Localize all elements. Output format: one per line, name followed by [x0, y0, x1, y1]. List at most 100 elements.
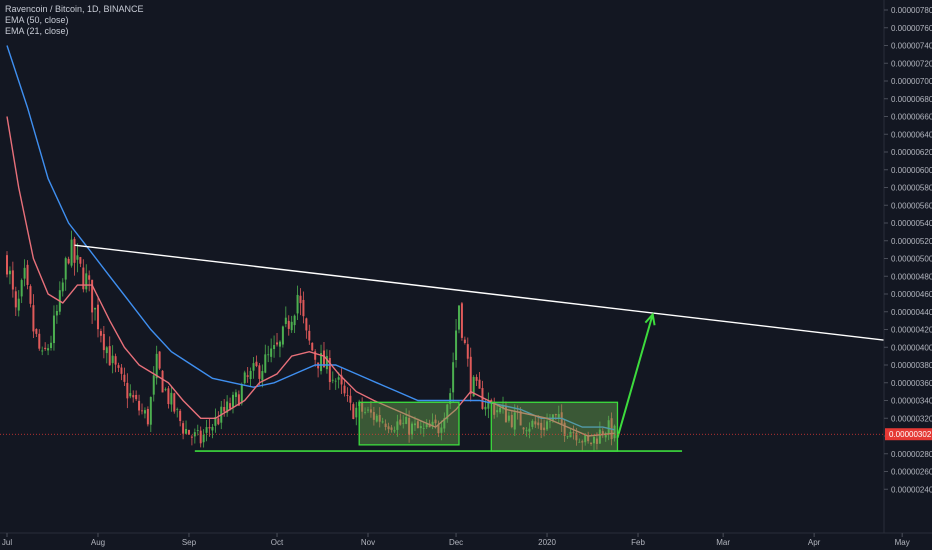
candle-body: [548, 420, 551, 422]
x-tick-label: Aug: [91, 538, 105, 547]
candle-body: [590, 442, 593, 444]
candle-body: [105, 347, 108, 354]
candle-body: [299, 295, 302, 304]
candle-body: [11, 270, 14, 290]
y-tick-label: 0.00000760: [891, 24, 932, 33]
candle-body: [287, 320, 290, 329]
candle-body: [593, 436, 595, 444]
projection-arrow: [616, 314, 654, 439]
candle-body: [469, 356, 472, 394]
candle-body: [320, 352, 323, 372]
candle-body: [187, 429, 190, 435]
y-tick-label: 0.00000500: [891, 255, 932, 264]
y-tick-label: 0.00000420: [891, 326, 932, 335]
candle-body: [546, 421, 549, 430]
candle-body: [170, 392, 173, 405]
candle-body: [601, 431, 604, 436]
y-tick-label: 0.00000720: [891, 59, 932, 68]
y-tick-label: 0.00000280: [891, 450, 932, 459]
candle-body: [340, 375, 343, 385]
y-tick-label: 0.00000480: [891, 272, 932, 281]
candle-body: [604, 433, 607, 438]
candle-body: [554, 414, 557, 416]
x-tick-label: Nov: [361, 538, 375, 547]
candle-body: [522, 427, 525, 430]
candle-body: [196, 430, 199, 431]
candle-body: [26, 264, 29, 285]
candle-body: [73, 238, 76, 263]
candle-body: [314, 351, 317, 360]
candle-body: [361, 402, 364, 412]
candle-body: [88, 275, 91, 280]
candle-body: [487, 401, 490, 409]
candle-body: [595, 438, 598, 444]
candle-body: [367, 409, 370, 411]
candle-body: [264, 354, 267, 373]
candle-body: [290, 321, 293, 331]
y-tick-label: 0.00000640: [891, 130, 932, 139]
candle-body: [613, 425, 616, 439]
candle-body: [384, 423, 387, 428]
candle-body: [185, 428, 188, 434]
y-tick-label: 0.00000660: [891, 113, 932, 122]
candle-body: [372, 412, 375, 420]
candle-body: [364, 411, 367, 413]
candle-body: [302, 299, 305, 317]
candle-body: [493, 404, 496, 415]
y-tick-label: 0.00000340: [891, 397, 932, 406]
y-tick-label: 0.00000260: [891, 468, 932, 477]
candle-body: [431, 421, 434, 427]
current-price-tag: [885, 428, 932, 441]
candle-body: [85, 273, 88, 290]
candle-body: [41, 350, 44, 352]
y-tick-label: 0.00000560: [891, 201, 932, 210]
candle-body: [390, 427, 393, 430]
candle-body: [79, 257, 82, 264]
candle-body: [446, 404, 449, 420]
candle-body: [217, 418, 220, 425]
consolidation-box: [358, 401, 460, 446]
candle-body: [572, 432, 575, 434]
candle-body: [252, 363, 255, 371]
candle-body: [581, 441, 584, 443]
x-tick-label: Sep: [182, 538, 197, 547]
candle-body: [584, 434, 587, 443]
candle-body: [419, 426, 422, 429]
candle-body: [55, 310, 58, 316]
candle-body: [381, 421, 384, 423]
candle-body: [449, 393, 452, 404]
candle-body: [102, 334, 105, 351]
candle-body: [96, 304, 99, 330]
candle-body: [167, 388, 170, 405]
y-tick-label: 0.00000620: [891, 148, 932, 157]
candle-body: [161, 370, 164, 393]
chart-legend: Ravencoin / Bitcoin, 1D, BINANCE EMA (50…: [5, 4, 144, 37]
candle-body: [267, 354, 270, 356]
candle-body: [499, 407, 502, 413]
resistance-trendline: [74, 244, 932, 347]
candle-body: [70, 239, 73, 266]
y-tick-label: 0.00000380: [891, 361, 932, 370]
candle-body: [355, 407, 358, 418]
current-price-label: 0.00000302: [889, 430, 932, 439]
candle-body: [513, 412, 516, 430]
candle-body: [369, 409, 372, 413]
x-tick-label: Mar: [716, 538, 730, 547]
candle-body: [32, 305, 35, 332]
candle-body: [223, 407, 226, 412]
candle-body: [396, 421, 399, 430]
y-tick-label: 0.00000600: [891, 166, 932, 175]
candle-body: [44, 347, 47, 350]
y-tick-label: 0.00000680: [891, 95, 932, 104]
candle-body: [76, 255, 79, 260]
candle-body: [452, 362, 455, 393]
y-tick-label: 0.00000700: [891, 77, 932, 86]
candle-body: [164, 389, 167, 391]
candle-body: [525, 430, 528, 432]
candle-body: [132, 395, 135, 398]
candle-body: [557, 414, 560, 418]
candle-body: [325, 356, 328, 370]
candle-body: [141, 410, 144, 412]
